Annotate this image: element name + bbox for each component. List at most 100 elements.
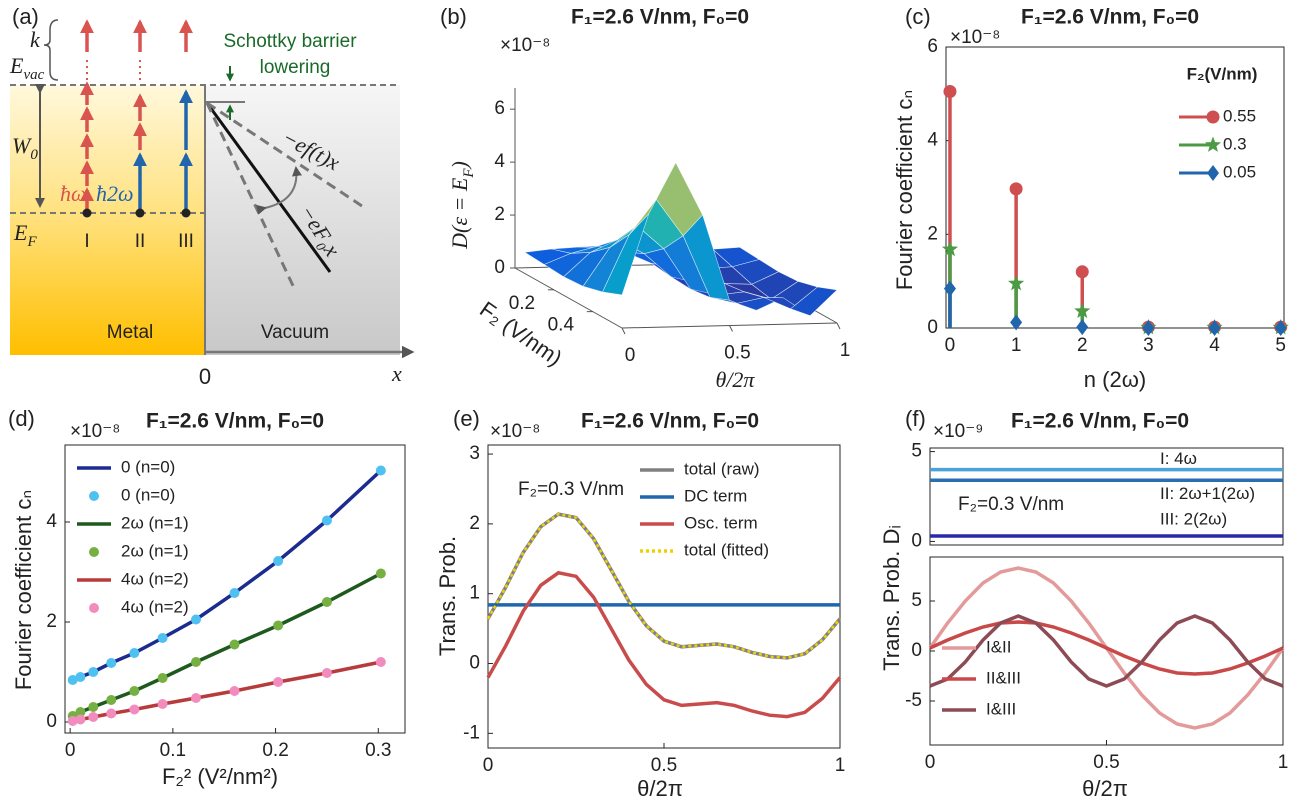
- x-tick-label: 0: [945, 335, 956, 356]
- region-label: Vacuum: [261, 322, 329, 343]
- y-axis-label: Trans. Prob.: [435, 536, 460, 656]
- x-axis-label: n (2ω): [1084, 367, 1146, 392]
- y-tick-label: 0: [911, 640, 922, 661]
- x-tick-label: 4: [1209, 335, 1220, 356]
- x-axis-label: θ/2π: [716, 367, 756, 392]
- stem-marker: [943, 84, 957, 98]
- data-point: [157, 699, 168, 709]
- legend-label: I&III: [986, 699, 1016, 718]
- stem-marker: [1075, 265, 1089, 279]
- z-axis-label: D(ε = EF): [447, 161, 477, 250]
- stem-marker: [943, 280, 956, 297]
- path-label: II: [135, 231, 146, 252]
- stem-marker: [1074, 302, 1091, 318]
- y-tick-label: 4: [46, 511, 57, 532]
- data-point: [321, 668, 332, 678]
- legend-label: 2ω (n=1): [121, 513, 189, 532]
- stem-marker: [1274, 320, 1287, 336]
- x-tick-label: 0.5: [651, 755, 677, 776]
- data-point: [106, 708, 117, 719]
- panel-label: (d): [8, 406, 35, 431]
- chart-title: F₁=2.6 V/nm, F₀=0: [581, 410, 759, 433]
- x-axis-label: F₂² (V²/nm²): [162, 764, 278, 789]
- series-label: II: 2ω+1(2ω): [1160, 484, 1255, 503]
- line: [486, 512, 842, 660]
- electron: [135, 208, 145, 218]
- legend-label: DC term: [684, 486, 747, 505]
- y-tick-label: 0.2: [509, 293, 535, 314]
- data-point: [321, 515, 332, 526]
- k-label: k: [30, 27, 41, 52]
- x-tick-label: 0: [625, 345, 636, 366]
- legend-label: total (raw): [684, 459, 760, 478]
- data-point: [190, 693, 201, 703]
- data-point: [273, 556, 284, 566]
- y-tick-label: 0.4: [548, 315, 575, 336]
- data-point: [75, 707, 86, 717]
- stem-marker: [1010, 314, 1023, 331]
- data-point: [375, 465, 386, 476]
- legend-label: 2ω (n=1): [121, 541, 189, 560]
- x-tick-label: 5: [1275, 335, 1286, 356]
- x-tick-label: 0.3: [365, 740, 391, 761]
- annotation: F₂=0.3 V/nm: [518, 479, 624, 500]
- label-part: W: [12, 133, 32, 158]
- x-tick-label: 0.1: [160, 740, 186, 761]
- z-tick-label: 4: [494, 151, 505, 172]
- annotation: lowering: [260, 57, 331, 78]
- legend-symbol: [1207, 165, 1219, 181]
- legend-symbol: [89, 547, 99, 557]
- data-point: [190, 614, 201, 625]
- label-part: F: [461, 168, 477, 179]
- photon-arrows: [80, 19, 193, 213]
- legend-symbol: [89, 603, 99, 613]
- data-point: [129, 686, 140, 696]
- data-point: [273, 620, 284, 631]
- stem-marker: [1076, 319, 1089, 336]
- field-potential: [205, 102, 297, 291]
- data-point: [157, 633, 168, 643]
- panel-label: (f): [905, 406, 926, 431]
- legend-label: 0.3: [1223, 134, 1247, 153]
- x-tick-label: 0: [483, 755, 494, 776]
- legend-label: II&III: [986, 668, 1021, 687]
- annotation: Schottky barrier: [223, 31, 357, 52]
- data-point: [75, 672, 86, 682]
- label-subscript: 0: [30, 147, 38, 163]
- legend-label: 0.55: [1223, 106, 1256, 125]
- fermi-level-label: EF: [13, 220, 37, 250]
- data-point: [321, 597, 332, 607]
- label-part: E: [13, 220, 28, 245]
- x-axis-label: θ/2π: [637, 776, 683, 801]
- data-point: [88, 702, 99, 712]
- stem-marker: [1208, 320, 1221, 336]
- y-tick-label: 5: [911, 441, 922, 462]
- chart-title: F₁=2.6 V/nm, F₀=0: [571, 6, 749, 29]
- surface-patch: [790, 286, 838, 317]
- data-point: [67, 716, 78, 726]
- y-tick-label: 0: [46, 711, 57, 732]
- y-tick-label: -1: [463, 722, 480, 743]
- y-axis-label: Fourier coefficient cₙ: [892, 90, 917, 290]
- y-tick-label: 1: [469, 583, 480, 604]
- origin-label: 0: [199, 364, 211, 389]
- x-tick-label: 0: [925, 752, 936, 773]
- stem: [943, 280, 956, 328]
- x-tick-label: 1: [840, 340, 851, 361]
- axis-exponent: ×10⁻⁸: [950, 27, 1000, 48]
- y-tick-label: 4: [927, 130, 938, 151]
- x-tick: [836, 322, 841, 330]
- data-point: [88, 712, 99, 722]
- data-point: [75, 714, 86, 725]
- legend-label: 0 (n=0): [121, 485, 175, 504]
- x-tick-label: 1: [835, 755, 846, 776]
- data-point: [375, 657, 386, 667]
- panel-label: (a): [12, 4, 39, 29]
- photon-label: ħω: [60, 181, 87, 206]
- stem-marker: [1008, 275, 1025, 291]
- x-tick: [621, 327, 626, 335]
- axis-edge: [514, 267, 623, 329]
